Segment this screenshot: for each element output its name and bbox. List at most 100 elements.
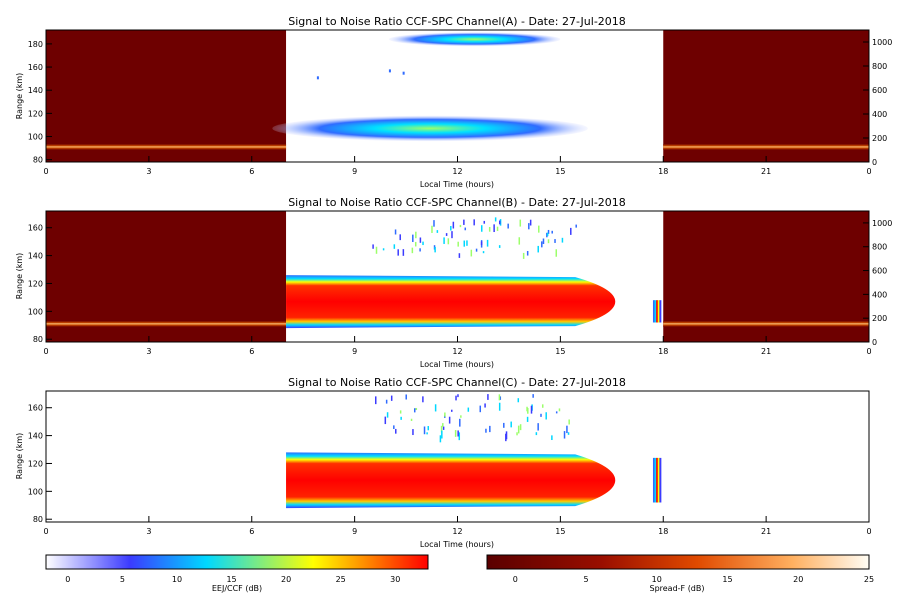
spread-f-speckle (436, 230, 439, 233)
x-tick-label: 3 (146, 167, 151, 176)
spread-f-speckle (555, 411, 558, 414)
night-echo-band (46, 320, 287, 327)
spread-f-speckle (532, 394, 534, 398)
spread-f-speckle (546, 232, 548, 238)
spread-f-speckle (399, 410, 402, 414)
colorbar-tick-label: 0 (513, 575, 518, 584)
spread-f-speckle (458, 432, 461, 441)
x-tick-label: 12 (452, 167, 462, 176)
spread-f-speckle (458, 253, 461, 258)
colorbar-tick-label: 5 (120, 575, 125, 584)
x-tick-label: 9 (352, 347, 357, 356)
spread-f-speckle (479, 405, 482, 413)
spread-f-speckle (498, 245, 501, 248)
late-echo (657, 457, 660, 503)
spread-f-speckle (459, 224, 462, 228)
spread-f-speckle (510, 421, 512, 428)
colorbar-tick-label: 0 (65, 575, 70, 584)
spread-f-speckle (402, 249, 405, 256)
y-tick-label: 140 (28, 86, 43, 95)
y-tick-label: 160 (28, 63, 43, 72)
x-tick-label: 0 (43, 347, 48, 356)
x-tick-label: 12 (452, 347, 462, 356)
spread-f-speckle (410, 418, 413, 421)
spread-f-speckle (503, 422, 505, 428)
right-tick-label: 600 (872, 86, 887, 95)
spread-f-speckle (395, 428, 397, 434)
late-echo (659, 300, 662, 323)
x-axis-label: Local Time (hours) (420, 360, 494, 369)
colorbar-spread-f-gradient (486, 554, 870, 570)
y-tick-label: 180 (28, 40, 43, 49)
colorbar-tick-label: 30 (390, 575, 400, 584)
x-tick-label: 18 (658, 347, 668, 356)
spread-f-speckle (394, 229, 397, 235)
spread-f-speckle (405, 394, 407, 400)
y-tick-label: 140 (28, 432, 43, 441)
spread-f-speckle (390, 395, 393, 401)
spread-f-speckle (464, 227, 467, 231)
y-tick-label: 120 (28, 459, 43, 468)
spread-f-speckle (433, 220, 435, 227)
x-tick-label: 18 (658, 167, 668, 176)
spread-f-speckle (422, 396, 424, 403)
spread-f-speckle (419, 248, 421, 252)
spread-f-speckle (540, 413, 542, 417)
panel-title: Signal to Noise Ratio CCF-SPC Channel(C)… (288, 376, 626, 389)
y-tick-label: 140 (28, 252, 43, 261)
spread-f-speckle (460, 415, 462, 418)
colorbar-tick-label: 10 (172, 575, 182, 584)
spread-f-speckle (457, 394, 459, 398)
x-axis-label: Local Time (hours) (420, 540, 494, 549)
spread-f-speckle (397, 249, 399, 256)
spread-f-speckle (454, 430, 457, 437)
eej-layer (286, 452, 616, 509)
x-tick-label: 6 (249, 167, 254, 176)
spread-f-speckle (463, 219, 465, 225)
night-spread-f-fill (46, 211, 287, 342)
spread-f-speckle (411, 247, 414, 254)
spread-f-speckle (566, 425, 568, 434)
x-tick-label: 15 (555, 347, 565, 356)
spread-f-speckle (445, 233, 448, 236)
spread-f-speckle (527, 408, 529, 414)
spread-f-speckle (452, 221, 455, 229)
spread-f-speckle (499, 396, 502, 400)
spread-f-speckle (518, 237, 521, 245)
colorbar-tick-label: 20 (281, 575, 291, 584)
spread-f-speckle (439, 435, 442, 443)
spread-f-speckle (412, 429, 414, 436)
spread-f-speckle (466, 240, 468, 246)
spread-f-speckle (505, 431, 508, 440)
spread-f-speckle (488, 226, 491, 232)
spread-f-speckle (440, 425, 443, 433)
spread-f-speckle (519, 424, 522, 431)
x-tick-label: 0 (866, 347, 871, 356)
late-echo (656, 300, 659, 323)
spread-f-speckle (482, 251, 485, 254)
spread-f-speckle (415, 231, 417, 239)
colorbar-eej-label: EEJ/CCF (dB) (212, 584, 262, 593)
late-echo (652, 457, 655, 503)
y-tick-label: 160 (28, 404, 43, 413)
x-tick-label: 6 (249, 347, 254, 356)
spread-f-speckle (441, 430, 443, 439)
late-echo (652, 300, 655, 323)
x-tick-label: 3 (146, 347, 151, 356)
spread-f-speckle (451, 231, 453, 239)
right-tick-label: 800 (872, 243, 887, 252)
colorbar-spread-f: Spread-F (dB) 0 5 10 15 20 25 (486, 554, 874, 593)
right-tick-label: 0 (872, 338, 877, 347)
spread-f-speckle (498, 220, 501, 225)
y-axis-label: Range (km) (15, 253, 24, 300)
spread-f-speckle (382, 248, 385, 251)
panel-channel-c: Signal to Noise Ratio CCF-SPC Channel(C)… (15, 376, 872, 549)
spread-f-speckle (530, 405, 533, 414)
spread-f-speckle (444, 412, 446, 417)
y-tick-label: 100 (28, 133, 43, 142)
late-echo (659, 457, 662, 503)
spread-f-speckle (414, 241, 417, 247)
spread-f-speckle (499, 219, 502, 226)
colorbar-tick-label: 5 (583, 575, 588, 584)
spread-f-speckle (554, 239, 556, 243)
